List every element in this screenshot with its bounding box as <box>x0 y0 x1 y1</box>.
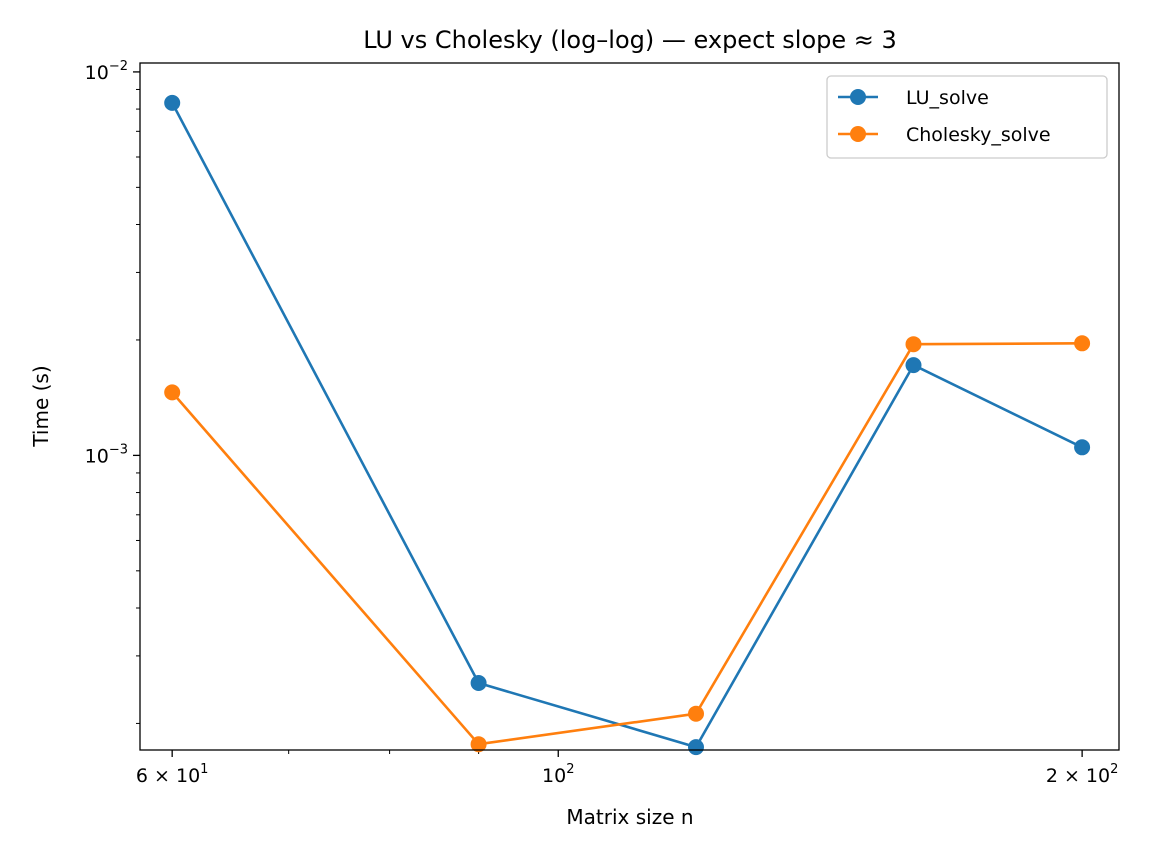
series-layer <box>164 94 1091 756</box>
x-axis-label: Matrix size n <box>566 805 693 829</box>
x-tick-label: 6 × 101 <box>136 762 209 787</box>
legend: LU_solve Cholesky_solve <box>826 75 1108 159</box>
data-point <box>688 739 704 756</box>
data-point <box>905 357 922 374</box>
legend-marker-cholesky <box>850 126 866 142</box>
legend-label-cholesky: Cholesky_solve <box>906 124 1051 146</box>
y-axis-label: Time (s) <box>29 365 53 447</box>
data-point <box>164 94 181 111</box>
chart-title: LU vs Cholesky (log–log) — expect slope … <box>363 26 897 54</box>
legend-marker-lu <box>850 89 866 105</box>
legend-box <box>826 75 1108 159</box>
legend-label-lu: LU_solve <box>906 87 989 109</box>
x-tick-label: 2 × 102 <box>1046 762 1119 787</box>
data-point <box>1074 335 1091 352</box>
plot-area-frame <box>139 62 1120 751</box>
data-point <box>688 705 704 722</box>
data-point <box>905 336 922 353</box>
y-minor-ticks <box>136 88 140 724</box>
data-point <box>164 384 181 401</box>
data-point <box>1074 439 1091 456</box>
data-point <box>470 736 487 753</box>
data-point <box>470 675 487 691</box>
